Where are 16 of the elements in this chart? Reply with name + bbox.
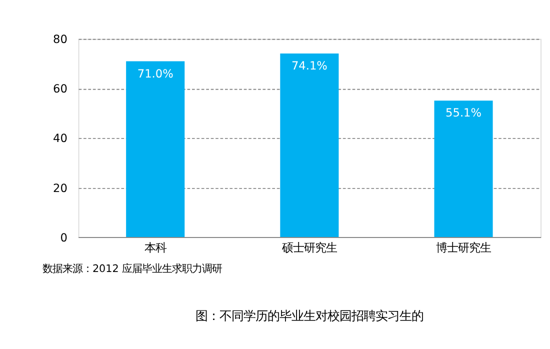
source-note: 数据来源：2012 应届毕业生求职力调研 bbox=[42, 262, 222, 275]
y-tick-label: 0 bbox=[60, 230, 68, 244]
y-tick-label: 20 bbox=[53, 180, 68, 195]
bar bbox=[280, 54, 339, 238]
y-tick-label: 60 bbox=[53, 82, 68, 96]
y-tick-label: 40 bbox=[53, 131, 68, 146]
bar bbox=[434, 100, 493, 238]
bar bbox=[126, 61, 185, 238]
x-tick-label: 本科 bbox=[144, 240, 166, 255]
x-tick-label: 博士研究生 bbox=[436, 240, 492, 255]
y-tick-label: 80 bbox=[53, 32, 68, 46]
data-label: 71.0% bbox=[137, 66, 174, 80]
data-label: 74.1% bbox=[291, 58, 328, 73]
data-label: 55.1% bbox=[446, 106, 482, 120]
x-tick-label: 硕士研究生 bbox=[280, 240, 337, 255]
text: 图：不同学历的毕业生对校园招聘实习生的 bbox=[195, 309, 424, 324]
